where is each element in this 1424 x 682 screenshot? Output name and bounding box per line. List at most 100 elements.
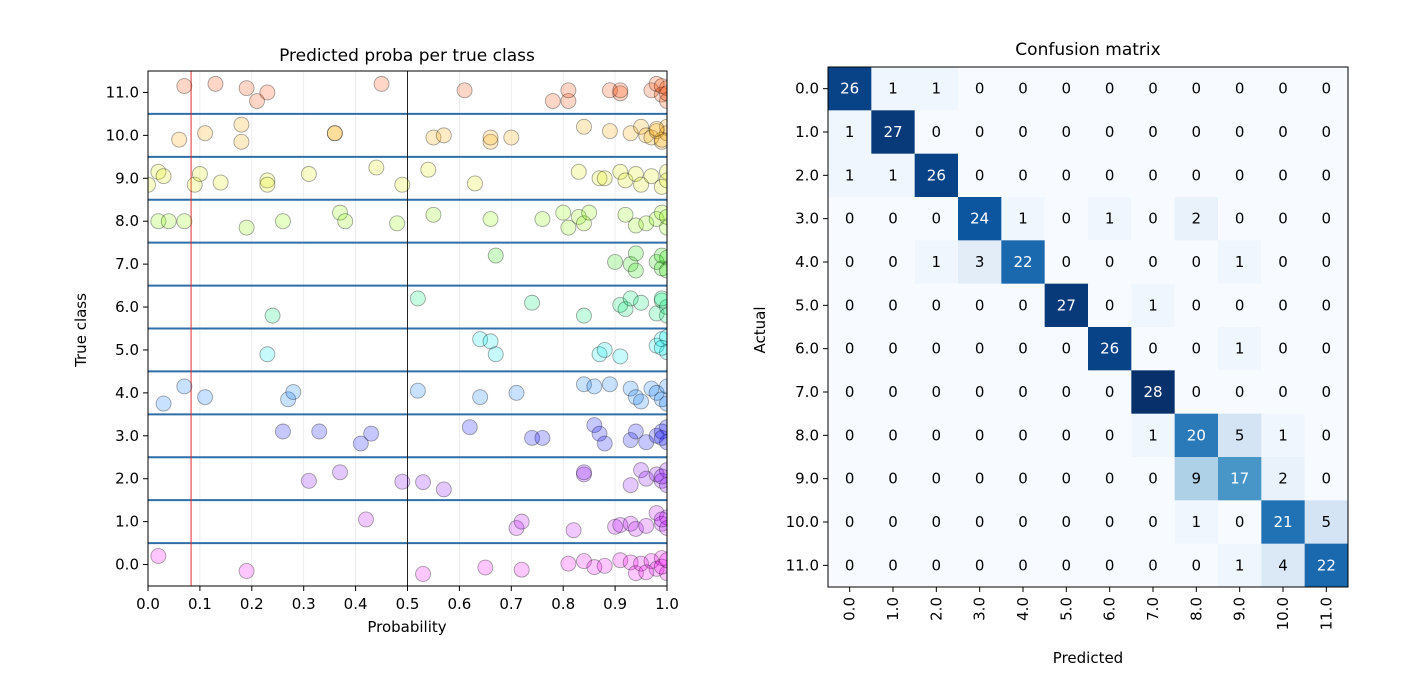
- matrix-cell: [1304, 327, 1349, 371]
- scatter-point: [326, 125, 343, 142]
- matrix-cell-value: 0: [932, 383, 942, 401]
- matrix-cell-value: 0: [1192, 383, 1202, 401]
- matrix-cell-value: 2: [1278, 470, 1288, 488]
- matrix-cell: [871, 543, 916, 588]
- matrix-cell: [871, 457, 916, 501]
- scatter-point: [326, 125, 343, 142]
- scatter-point: [435, 127, 452, 144]
- matrix-cell: [828, 67, 872, 111]
- matrix-y-tick-label: 7.0: [795, 383, 819, 401]
- matrix-cell-value: 0: [1062, 80, 1072, 98]
- scatter-point: [659, 80, 667, 97]
- scatter-point: [653, 468, 667, 485]
- scatter-point: [638, 434, 655, 451]
- scatter-point: [653, 178, 667, 195]
- scatter-point: [627, 389, 644, 406]
- matrix-cell: [1261, 240, 1306, 285]
- scatter-point: [576, 466, 592, 483]
- matrix-cell: [1261, 197, 1306, 241]
- matrix-cell: [1261, 370, 1306, 415]
- scatter-point: [653, 558, 667, 575]
- matrix-cell-value: 26: [1100, 340, 1119, 358]
- scatter-point: [612, 348, 629, 365]
- scatter-point: [659, 344, 667, 361]
- matrix-x-tick-label: 6.0: [1101, 597, 1119, 621]
- matrix-cell: [1304, 543, 1349, 588]
- matrix-x-tick-label: 8.0: [1187, 597, 1205, 621]
- scatter-point: [659, 93, 667, 109]
- matrix-cell-value: 0: [975, 296, 985, 314]
- matrix-cell-value: 0: [1105, 123, 1115, 141]
- matrix-cell: [1131, 240, 1176, 285]
- scatter-point: [612, 517, 629, 534]
- matrix-cell: [1218, 283, 1262, 328]
- matrix-cell-value: 1: [1235, 556, 1245, 574]
- scatter-point: [596, 170, 613, 187]
- matrix-y-tick-label: 4.0: [795, 253, 819, 271]
- matrix-x-tick-label: 9.0: [1231, 597, 1249, 621]
- matrix-cell-value: 0: [932, 210, 942, 228]
- matrix-cell: [1261, 283, 1306, 328]
- matrix-cell-value: 1: [1105, 210, 1115, 228]
- scatter-point: [659, 125, 667, 142]
- scatter-point: [197, 389, 214, 406]
- scatter-point: [503, 129, 520, 146]
- matrix-cell: [914, 240, 959, 285]
- scatter-point: [596, 342, 613, 358]
- scatter-point: [176, 378, 193, 395]
- scatter-point: [555, 204, 572, 221]
- matrix-cell: [914, 67, 959, 111]
- scatter-point: [415, 566, 432, 582]
- scatter-point: [576, 553, 592, 570]
- matrix-cell-value: 0: [1062, 253, 1072, 271]
- matrix-cell-value: 1: [1148, 426, 1158, 444]
- scatter-point: [576, 307, 592, 324]
- scatter-point: [212, 174, 229, 191]
- matrix-cell-value: 1: [932, 253, 942, 271]
- matrix-cell-value: 0: [932, 470, 942, 488]
- matrix-y-tick-label: 2.0: [795, 166, 819, 184]
- matrix-y-tick-label: 5.0: [795, 296, 819, 314]
- matrix-cell-value: 1: [845, 166, 855, 184]
- scatter-point: [659, 118, 667, 135]
- scatter-point: [612, 163, 629, 180]
- matrix-cell-value: 0: [975, 513, 985, 531]
- scatter-point: [368, 159, 385, 176]
- scatter-plot-area: 0.0 0.1 0.2 0.3 0.4 0.5 0.6 0.7 0.8 0.9 1.0 0.0 1.0 2…: [106, 70, 679, 613]
- matrix-cell: [871, 197, 916, 241]
- matrix-cell-value: 0: [975, 556, 985, 574]
- matrix-cell: [1001, 327, 1046, 371]
- matrix-cell: [1044, 240, 1089, 285]
- matrix-cell-value: 0: [845, 210, 855, 228]
- matrix-cell-value: 0: [975, 123, 985, 141]
- matrix-cell-value: 1: [1018, 210, 1028, 228]
- scatter-point: [394, 176, 411, 193]
- scatter-point: [653, 391, 667, 408]
- matrix-cell: [1131, 370, 1176, 415]
- x-tick-label: 0.0: [136, 595, 160, 613]
- matrix-cell: [1304, 240, 1349, 285]
- matrix-cell-value: 0: [1148, 253, 1158, 271]
- matrix-cell-value: 0: [1062, 556, 1072, 574]
- matrix-cell-value: 0: [845, 426, 855, 444]
- matrix-cell: [1088, 413, 1132, 458]
- scatter-point: [648, 211, 665, 228]
- scatter-point: [415, 474, 432, 491]
- matrix-cell: [1044, 110, 1089, 155]
- matrix-cell-value: 0: [1235, 166, 1245, 184]
- scatter-point: [259, 172, 276, 189]
- matrix-x-tick-label: 3.0: [971, 597, 989, 621]
- scatter-point: [648, 560, 665, 577]
- matrix-cell: [1088, 457, 1132, 501]
- matrix-cell: [1304, 370, 1349, 415]
- matrix-cell: [1044, 370, 1089, 415]
- scatter-point: [352, 435, 369, 452]
- matrix-cell-value: 0: [932, 426, 942, 444]
- scatter-point: [472, 389, 489, 406]
- scatter-point: [176, 213, 193, 230]
- matrix-cell-value: 0: [1322, 253, 1332, 271]
- matrix-cell-value: 0: [845, 383, 855, 401]
- scatter-point: [534, 429, 551, 446]
- matrix-cell-value: 0: [888, 383, 898, 401]
